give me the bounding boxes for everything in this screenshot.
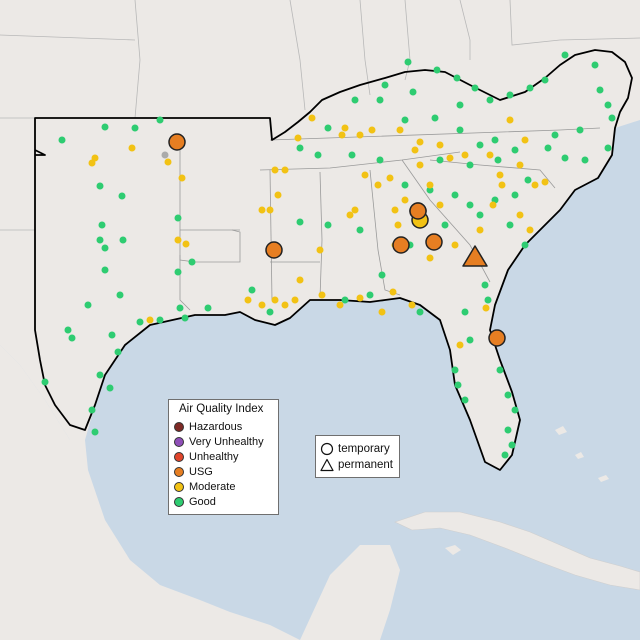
legend-label: temporary [338,443,390,455]
bahamas-islands [555,426,609,482]
usg-temporary-monitors [168,133,506,347]
usg-swatch-icon [174,467,184,477]
mexico-land [0,345,300,640]
legend-item-moderate: Moderate [174,480,235,494]
moderate-swatch-icon [174,482,184,492]
legend-item-hazardous: Hazardous [174,420,242,434]
legend-item-good: Good [174,495,216,509]
legend-label: Moderate [189,481,236,493]
hazardous-swatch-icon [174,422,184,432]
moderate-monitors [88,114,549,349]
cuba-island [394,511,640,591]
small-island [445,545,461,555]
legend-label: Unhealthy [189,451,239,463]
legend-item-permanent: permanent [320,457,393,473]
legend-label: Hazardous [189,421,243,433]
unhealthy-swatch-icon [174,452,184,462]
usg-temporary-monitor-top [409,202,427,220]
legend-label: Very Unhealthy [189,436,264,448]
no-data-monitor [161,151,169,159]
legend-item-temporary: temporary [320,441,390,457]
legend-item-very-unhealthy: Very Unhealthy [174,435,264,449]
usg-permanent-monitor [462,245,488,267]
legend-item-usg: USG [174,465,213,479]
triangle-icon [320,458,334,472]
good-swatch-icon [174,497,184,507]
legend-label: USG [189,466,213,478]
monitor-type-legend: temporary permanent [315,435,400,478]
good-monitors [41,51,616,459]
aqi-legend: Air Quality Index Hazardous Very Unhealt… [168,399,279,515]
legend-label: permanent [338,459,393,471]
very-unhealthy-swatch-icon [174,437,184,447]
circle-icon [320,442,334,456]
legend-item-unhealthy: Unhealthy [174,450,239,464]
legend-title: Air Quality Index [179,403,264,415]
yucatan-land [300,545,400,640]
legend-label: Good [189,496,216,508]
